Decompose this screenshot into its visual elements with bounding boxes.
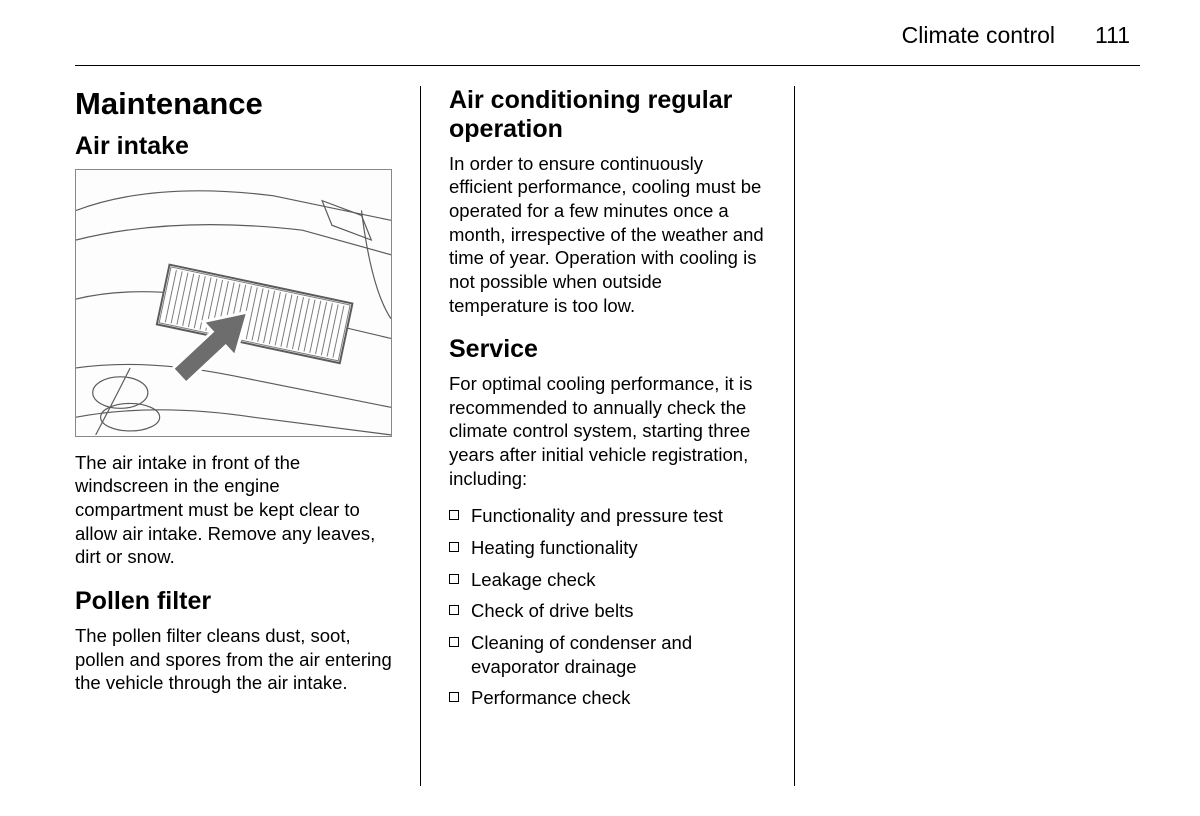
service-list: Functionality and pressure test Heating … (449, 504, 766, 710)
list-item: Leakage check (449, 568, 766, 592)
ac-operation-paragraph: In order to ensure continuously efficien… (449, 152, 766, 318)
page-container: Climate control 111 Maintenance Air inta… (0, 0, 1200, 816)
list-item: Heating functionality (449, 536, 766, 560)
list-item: Performance check (449, 686, 766, 710)
air-intake-paragraph: The air intake in front of the windscree… (75, 451, 392, 569)
page-number: 111 (1095, 22, 1130, 49)
list-item: Check of drive belts (449, 599, 766, 623)
column-3 (794, 86, 1140, 786)
subheading-service: Service (449, 335, 766, 364)
page-header: Climate control 111 (75, 22, 1140, 66)
content-columns: Maintenance Air intake (75, 86, 1140, 786)
air-intake-diagram-icon (76, 170, 391, 436)
subheading-pollen-filter: Pollen filter (75, 587, 392, 616)
subheading-ac-operation: Air conditioning regular operation (449, 86, 766, 144)
subheading-air-intake: Air intake (75, 132, 392, 161)
column-1: Maintenance Air intake (75, 86, 420, 786)
list-item: Functionality and pressure test (449, 504, 766, 528)
column-2: Air conditioning regular operation In or… (420, 86, 794, 786)
chapter-title: Climate control (902, 22, 1055, 49)
section-heading-maintenance: Maintenance (75, 86, 392, 122)
air-intake-figure (75, 169, 392, 437)
pollen-filter-paragraph: The pollen filter cleans dust, soot, pol… (75, 624, 392, 695)
service-paragraph: For optimal cooling performance, it is r… (449, 372, 766, 490)
list-item: Cleaning of condenser and evaporator dra… (449, 631, 766, 678)
